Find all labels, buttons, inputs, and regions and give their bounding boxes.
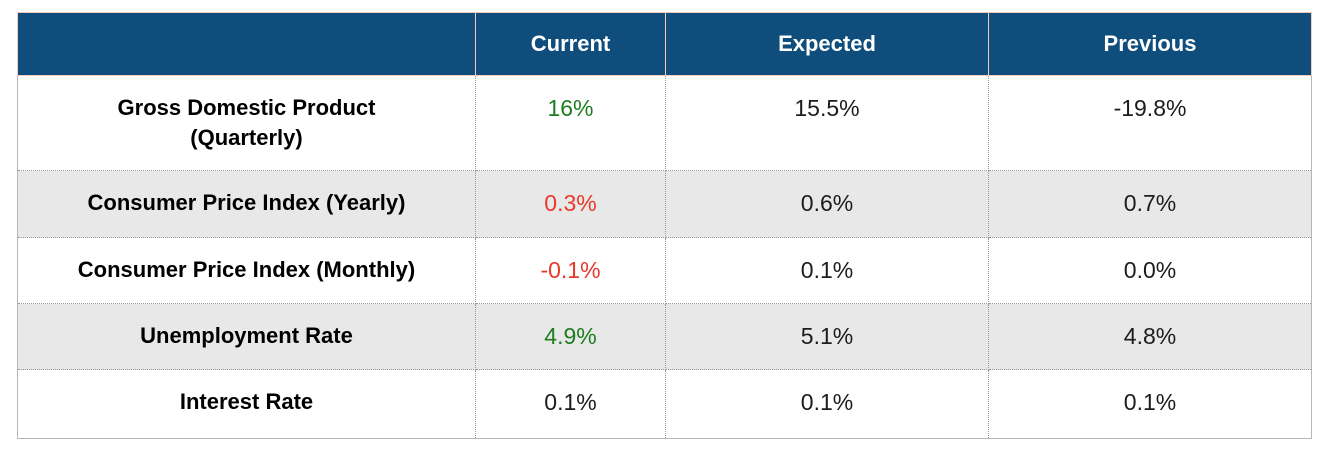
indicator-label: Consumer Price Index (Yearly) — [17, 170, 476, 238]
indicator-label: Unemployment Rate — [17, 303, 476, 370]
economic-indicators-table: Current Expected Previous Gross Domestic… — [17, 12, 1312, 439]
table-row: Unemployment Rate 4.9% 5.1% 4.8% — [17, 303, 1312, 370]
previous-value: 0.0% — [988, 237, 1312, 304]
indicator-label: Gross Domestic Product (Quarterly) — [17, 75, 476, 171]
table-row: Interest Rate 0.1% 0.1% 0.1% — [17, 369, 1312, 439]
column-header-current: Current — [475, 12, 666, 76]
previous-value: -19.8% — [988, 75, 1312, 171]
table-row: Gross Domestic Product (Quarterly) 16% 15.5… — [17, 75, 1312, 171]
column-header-expected: Expected — [665, 12, 989, 76]
current-value: -0.1% — [475, 237, 666, 304]
expected-value: 0.1% — [665, 369, 989, 439]
expected-value: 0.1% — [665, 237, 989, 304]
expected-value: 5.1% — [665, 303, 989, 370]
indicator-label: Consumer Price Index (Monthly) — [17, 237, 476, 304]
header-row: Current Expected Previous — [17, 12, 1312, 76]
previous-value: 0.1% — [988, 369, 1312, 439]
table-body: Gross Domestic Product (Quarterly) 16% 15.5… — [17, 75, 1312, 439]
current-value: 16% — [475, 75, 666, 171]
previous-value: 4.8% — [988, 303, 1312, 370]
table-row: Consumer Price Index (Monthly) -0.1% 0.1% 0… — [17, 237, 1312, 304]
table-row: Consumer Price Index (Yearly) 0.3% 0.6% 0.7… — [17, 170, 1312, 238]
expected-value: 15.5% — [665, 75, 989, 171]
column-header-previous: Previous — [988, 12, 1312, 76]
previous-value: 0.7% — [988, 170, 1312, 238]
current-value: 4.9% — [475, 303, 666, 370]
indicator-label: Interest Rate — [17, 369, 476, 439]
corner-header-cell — [17, 12, 476, 76]
current-value: 0.1% — [475, 369, 666, 439]
current-value: 0.3% — [475, 170, 666, 238]
expected-value: 0.6% — [665, 170, 989, 238]
